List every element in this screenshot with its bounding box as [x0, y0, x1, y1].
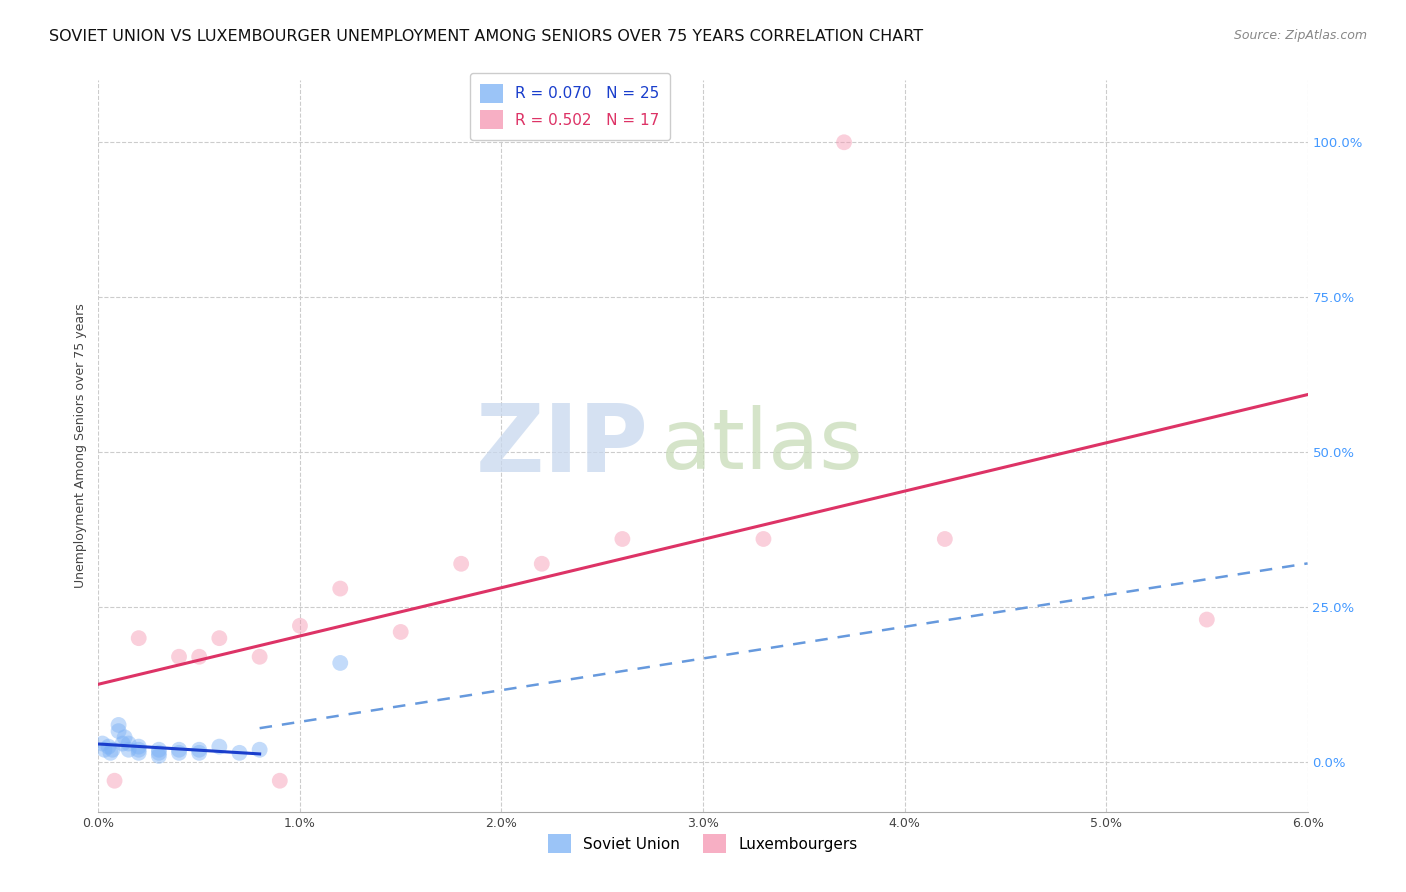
Point	[103, 773, 125, 788]
Point	[97, 739, 120, 754]
Point	[208, 631, 231, 645]
Point	[752, 532, 775, 546]
Point	[167, 746, 190, 760]
Point	[329, 656, 352, 670]
Point	[118, 743, 141, 757]
Point	[167, 743, 190, 757]
Legend: Soviet Union, Luxembourgers: Soviet Union, Luxembourgers	[543, 828, 863, 859]
Point	[249, 649, 271, 664]
Point	[269, 773, 291, 788]
Point	[148, 748, 170, 763]
Point	[114, 731, 136, 745]
Point	[530, 557, 553, 571]
Text: atlas: atlas	[661, 406, 862, 486]
Point	[288, 619, 311, 633]
Y-axis label: Unemployment Among Seniors over 75 years: Unemployment Among Seniors over 75 years	[73, 303, 87, 589]
Point	[188, 649, 211, 664]
Point	[128, 743, 150, 757]
Point	[389, 624, 412, 639]
Text: SOVIET UNION VS LUXEMBOURGER UNEMPLOYMENT AMONG SENIORS OVER 75 YEARS CORRELATIO: SOVIET UNION VS LUXEMBOURGER UNEMPLOYMEN…	[49, 29, 924, 44]
Point	[93, 743, 115, 757]
Text: ZIP: ZIP	[475, 400, 648, 492]
Point	[612, 532, 634, 546]
Point	[188, 743, 211, 757]
Point	[107, 718, 129, 732]
Point	[208, 739, 231, 754]
Point	[249, 743, 271, 757]
Point	[1195, 613, 1218, 627]
Point	[450, 557, 472, 571]
Point	[832, 135, 855, 149]
Point	[101, 743, 124, 757]
Point	[934, 532, 956, 546]
Point	[228, 746, 250, 760]
Point	[148, 746, 170, 760]
Point	[128, 746, 150, 760]
Point	[91, 737, 114, 751]
Point	[128, 739, 150, 754]
Point	[329, 582, 352, 596]
Point	[128, 631, 150, 645]
Point	[107, 724, 129, 739]
Point	[167, 649, 190, 664]
Point	[188, 746, 211, 760]
Point	[111, 737, 134, 751]
Point	[100, 746, 122, 760]
Point	[118, 737, 141, 751]
Text: Source: ZipAtlas.com: Source: ZipAtlas.com	[1233, 29, 1367, 42]
Point	[148, 743, 170, 757]
